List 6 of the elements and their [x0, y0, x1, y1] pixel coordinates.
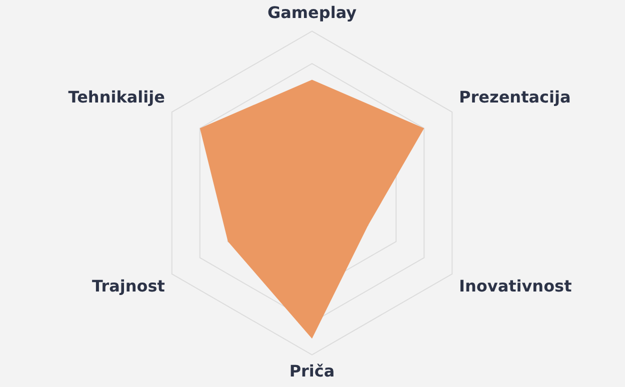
- spoke-label: Trajnost: [92, 276, 166, 296]
- spoke-label: Priča: [289, 362, 335, 381]
- spoke-label: Inovativnost: [459, 276, 572, 296]
- spoke-label: Gameplay: [267, 2, 358, 22]
- spoke-label: Prezentacija: [459, 88, 571, 107]
- spoke-label: Tehnikalije: [68, 88, 166, 107]
